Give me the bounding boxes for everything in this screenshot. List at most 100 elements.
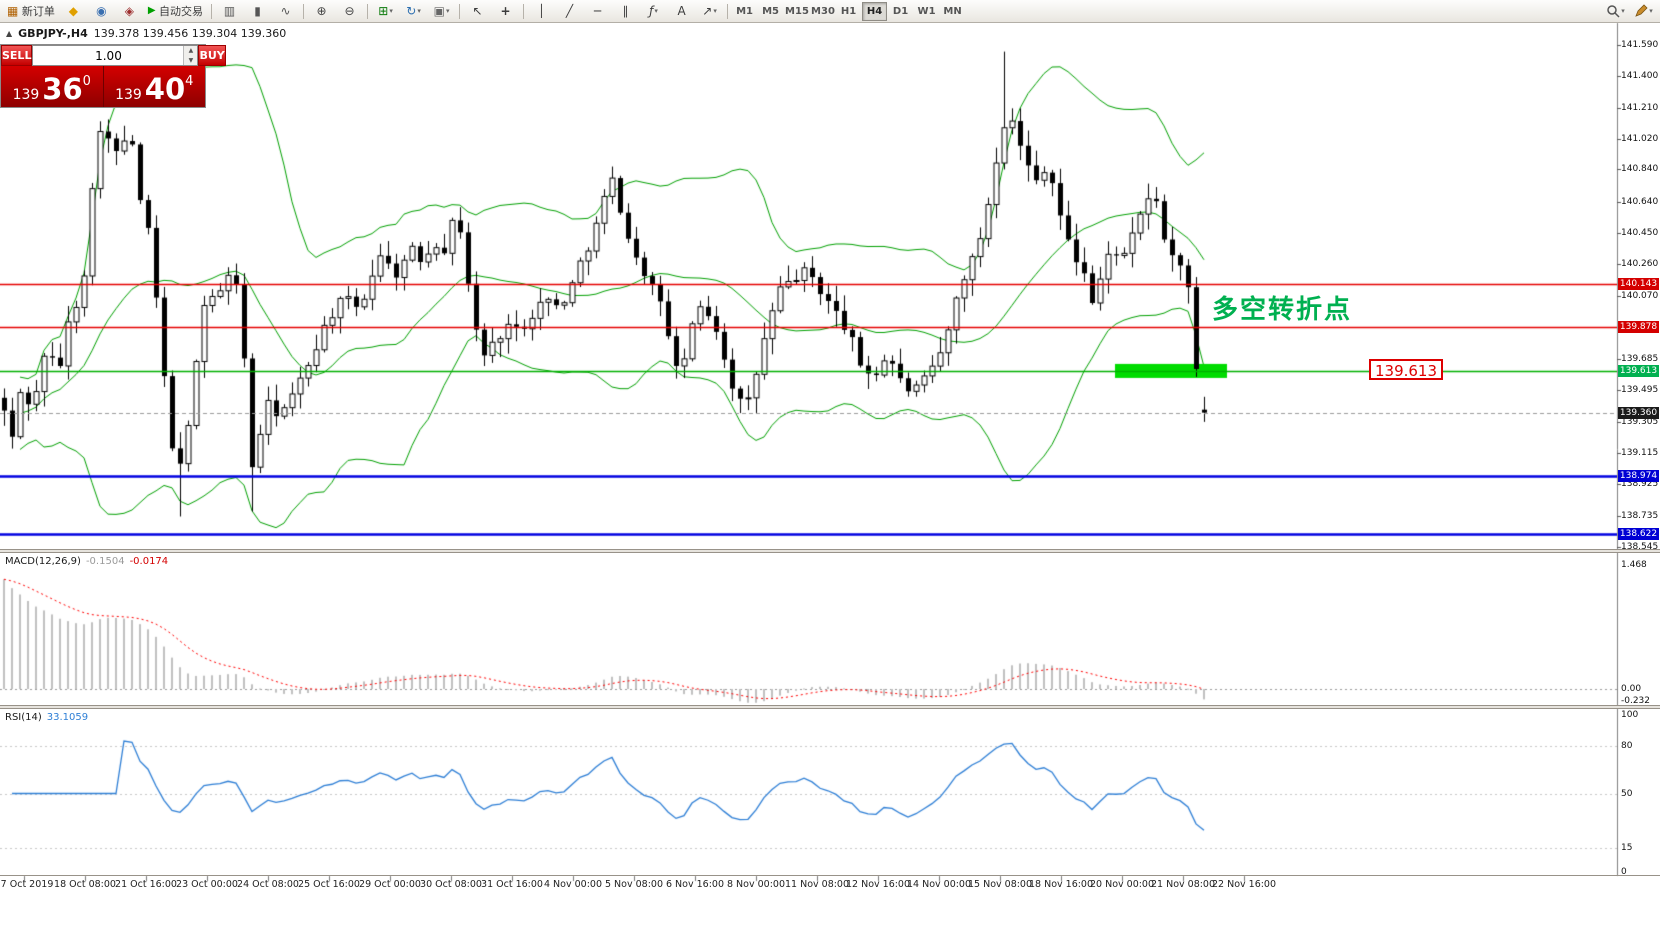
arrows-button[interactable]: ↗ ▾ (696, 1, 723, 22)
price-tick: 141.590 (1621, 40, 1659, 50)
sell-price-display[interactable]: 139 36 0 (1, 66, 104, 107)
candlestick-icon: ▮ (254, 4, 261, 18)
buy-button[interactable]: BUY (198, 45, 226, 66)
macd-value-signal: -0.0174 (129, 556, 169, 567)
buy-price-display[interactable]: 139 40 4 (103, 66, 205, 107)
new-order-button[interactable]: ▦ 新订单 (3, 1, 59, 22)
spin-up-icon[interactable]: ▲ (184, 46, 198, 56)
price-badge-139.360: 139.360 (1618, 406, 1659, 419)
pencil-icon (1635, 4, 1648, 17)
price-tick: 139.305 (1621, 416, 1659, 427)
autotrading-label: 自动交易 (159, 6, 204, 18)
vertical-line-button[interactable]: │ (528, 1, 555, 22)
volume-input[interactable] (33, 46, 184, 65)
time-axis-label: 15 Nov 08:00 (967, 879, 1033, 890)
time-axis-label: 8 Nov 00:00 (726, 879, 786, 890)
template-button[interactable]: ▣ ▾ (428, 1, 455, 22)
rsi-scale-tick: 0 (1621, 867, 1627, 877)
horizontal-line-icon: ─ (593, 4, 602, 18)
expand-panel-icon[interactable]: ▲ (6, 29, 13, 38)
price-badge-140.143: 140.143 (1618, 277, 1659, 290)
time-axis-label: 29 Oct 00:00 (359, 879, 421, 890)
bar-chart-button[interactable]: ▥ (216, 1, 243, 22)
timeframe-d1[interactable]: D1 (892, 5, 909, 17)
tile-windows-button[interactable]: ⊞ ▾ (372, 1, 399, 22)
panel-splitter-rsi[interactable] (0, 705, 1660, 709)
macd-scale-tick: 0.00 (1621, 684, 1642, 694)
horizontal-line-button[interactable]: ─ (584, 1, 611, 22)
symbol-ohlc: 139.378 139.456 139.304 139.360 (93, 27, 287, 40)
volume-spinner: ▲ ▼ (183, 46, 198, 65)
spin-down-icon[interactable]: ▼ (184, 55, 198, 65)
price-tick: 138.545 (1621, 541, 1659, 552)
search-button[interactable]: ▾ (1602, 1, 1629, 22)
sell-price-prefix: 139 (12, 87, 40, 103)
panel-splitter-macd[interactable] (0, 549, 1660, 553)
crosshair-button[interactable]: + (492, 1, 519, 22)
rsi-scale-tick: 100 (1621, 710, 1639, 720)
timeframe-m1[interactable]: M1 (736, 5, 753, 17)
text-tool-button[interactable]: A (668, 1, 695, 22)
price-tick: 140.070 (1621, 290, 1659, 301)
timeframe-h4[interactable]: H4 (862, 1, 888, 21)
price-badge-139.878: 139.878 (1618, 321, 1659, 334)
channel-icon: ∥ (622, 4, 629, 18)
dropdown-icon: ▾ (713, 7, 717, 15)
timeframe-mn[interactable]: MN (943, 5, 962, 17)
edit-button[interactable]: ▾ (1630, 1, 1657, 22)
toolbar-separator (211, 3, 213, 19)
dropdown-icon: ▾ (1621, 7, 1625, 15)
line-chart-button[interactable]: ∿ (272, 1, 299, 22)
macd-value-main: -0.1504 (85, 556, 125, 567)
price-flag-139613[interactable]: 139.613 (1369, 359, 1443, 380)
channel-button[interactable]: ∥ (612, 1, 639, 22)
price-badge-138.974: 138.974 (1618, 470, 1659, 483)
price-tick: 141.020 (1621, 133, 1659, 144)
timeframe-m15[interactable]: M15 (785, 5, 809, 17)
price-tick: 139.685 (1621, 354, 1659, 365)
toolbar-separator (367, 3, 369, 19)
macd-name: MACD(12,26,9) (5, 556, 81, 567)
time-axis-label: 11 Nov 08:00 (784, 879, 850, 890)
toolbar-separator (303, 3, 305, 19)
bar-chart-icon: ▥ (223, 4, 236, 18)
sell-button[interactable]: SELL (1, 45, 33, 66)
price-tick: 138.925 (1621, 479, 1659, 490)
time-axis-label: 14 Nov 00:00 (906, 879, 972, 890)
zoom-out-button[interactable]: ⊖ (336, 1, 363, 22)
navigator-button[interactable]: ◈ (116, 1, 143, 22)
autotrade-play-icon: ▶ (147, 5, 156, 16)
toolbar-separator (523, 3, 525, 19)
cycle-button[interactable]: ↻ ▾ (400, 1, 427, 22)
time-axis-label: 21 Oct 16:00 (115, 879, 177, 890)
trendline-button[interactable]: ╱ (556, 1, 583, 22)
time-axis-label: 24 Oct 08:00 (237, 879, 299, 890)
time-axis-label: 20 Nov 00:00 (1089, 879, 1155, 890)
symbol-header: ▲ GBPJPY-,H4 139.378 139.456 139.304 139… (6, 27, 286, 40)
autotrading-button[interactable]: ▶ 自动交易 (144, 1, 207, 22)
chart-annotation[interactable]: 多空转折点 (1212, 294, 1353, 324)
timeframe-h1[interactable]: H1 (840, 5, 857, 17)
charts-button[interactable]: ◆ (60, 1, 87, 22)
dropdown-icon: ▾ (389, 7, 393, 15)
timeframe-w1[interactable]: W1 (917, 5, 936, 17)
crosshair-icon: + (500, 4, 511, 18)
rsi-scale-tick: 15 (1621, 843, 1633, 854)
new-order-icon: ▦ (7, 4, 19, 18)
candlestick-button[interactable]: ▮ (244, 1, 271, 22)
price-tick: 140.640 (1621, 196, 1659, 207)
arrows-icon: ↗ (702, 4, 713, 18)
price-tick: 140.840 (1621, 163, 1659, 174)
market-watch-button[interactable]: ◉ (88, 1, 115, 22)
rsi-indicator-label: RSI(14) 33.1059 (5, 712, 88, 723)
timeframe-m30[interactable]: M30 (811, 5, 835, 17)
zoom-in-button[interactable]: ⊕ (308, 1, 335, 22)
main-toolbar: ▦ 新订单 ◆ ◉ ◈ ▶ 自动交易 ▥ ▮ ∿ ⊕ ⊖ ⊞ ▾ ↻ ▾ ▣ ▾ ↖ … (0, 0, 1660, 23)
cursor-button[interactable]: ↖ (464, 1, 491, 22)
timeframe-m5[interactable]: M5 (762, 5, 779, 17)
fibonacci-button[interactable]: ƒ ▾ (640, 1, 667, 22)
rsi-scale-tick: 50 (1621, 788, 1633, 799)
time-axis-label: 4 Nov 00:00 (543, 879, 603, 890)
